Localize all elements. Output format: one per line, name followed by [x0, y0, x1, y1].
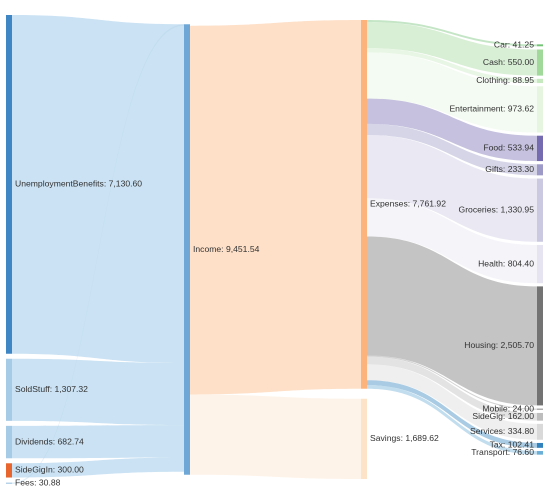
node-label-savings: Savings: 1,689.62 — [370, 433, 439, 443]
node-mobile — [537, 408, 543, 410]
labels-layer: UnemploymentBenefits: 7,130.60 SoldStuff:… — [15, 40, 534, 488]
link-expenses-to-car — [367, 20, 537, 47]
node-label-fees: Fees: 30.88 — [15, 478, 61, 488]
link-expenses-to-sidegig — [367, 356, 537, 421]
node-unemployment — [6, 15, 12, 354]
node-label-health: Health: 804.40 — [478, 258, 534, 268]
node-label-car: Car: 41.25 — [494, 40, 534, 50]
node-savings — [361, 398, 367, 479]
link-expenses-to-entertainment — [367, 52, 537, 133]
node-groceries — [537, 178, 543, 242]
node-label-entertainment: Entertainment: 973.62 — [449, 104, 534, 114]
node-entertainment — [537, 86, 543, 133]
node-label-sidegigin: SideGigIn: 300.00 — [15, 465, 84, 475]
link-sidegigin-to-income — [12, 457, 184, 478]
node-transport — [537, 451, 543, 455]
node-label-groceries: Groceries: 1,330.95 — [459, 204, 535, 214]
node-label-transport: Transport: 76.60 — [471, 447, 534, 457]
node-sidegig — [537, 412, 543, 421]
node-label-tax: Tax: 102.41 — [490, 440, 535, 450]
node-label-dividends: Dividends: 682.74 — [15, 436, 84, 446]
node-label-income: Income: 9,451.54 — [193, 244, 260, 254]
node-label-services: Services: 334.80 — [470, 426, 534, 436]
node-label-unemployment: UnemploymentBenefits: 7,130.60 — [15, 179, 142, 189]
node-label-gifts: Gifts: 233.30 — [485, 164, 534, 174]
link-expenses-to-gifts — [367, 123, 537, 176]
link-income-to-fees — [12, 24, 184, 485]
link-expenses-to-groceries — [367, 135, 537, 242]
nodes-layer — [6, 15, 543, 484]
node-label-mobile: Mobile: 24.00 — [482, 403, 534, 413]
node-gifts — [537, 164, 543, 176]
link-expenses-to-services — [367, 364, 537, 440]
node-expenses — [361, 20, 367, 389]
link-expenses-to-mobile — [367, 355, 537, 410]
node-label-sidegig: SideGig: 162.00 — [472, 411, 534, 421]
node-housing — [537, 286, 543, 406]
link-expenses-to-transport — [367, 385, 537, 455]
link-income-to-expenses — [190, 20, 361, 395]
node-fees — [6, 482, 12, 484]
node-services — [537, 423, 543, 440]
link-expenses-to-housing — [367, 236, 537, 406]
node-label-expenses: Expenses: 7,761.92 — [370, 199, 446, 209]
node-sidegigin — [6, 463, 12, 478]
node-cash — [537, 49, 543, 76]
node-food — [537, 135, 543, 162]
node-label-food: Food: 533.94 — [483, 143, 534, 153]
link-soldstuff-to-income — [12, 358, 184, 426]
link-expenses-to-health — [367, 198, 537, 284]
node-dividends — [6, 425, 12, 459]
node-label-soldstuff: SoldStuff: 1,307.32 — [15, 384, 88, 394]
link-income-to-savings — [190, 394, 361, 479]
node-label-housing: Housing: 2,505.70 — [464, 340, 534, 350]
node-label-cash: Cash: 550.00 — [483, 57, 534, 67]
node-health — [537, 244, 543, 284]
link-expenses-to-food — [367, 98, 537, 162]
node-clothing — [537, 78, 543, 84]
link-unemployment-to-income — [12, 15, 184, 364]
link-expenses-to-tax — [367, 380, 537, 448]
link-dividends-to-income — [12, 425, 184, 459]
node-soldstuff — [6, 358, 12, 421]
node-income — [184, 24, 190, 475]
node-car — [537, 44, 543, 47]
link-expenses-to-clothing — [367, 48, 537, 84]
links-layer — [12, 15, 537, 485]
link-expenses-to-cash — [367, 21, 537, 76]
node-tax — [537, 442, 543, 448]
node-label-clothing: Clothing: 88.95 — [476, 75, 534, 85]
